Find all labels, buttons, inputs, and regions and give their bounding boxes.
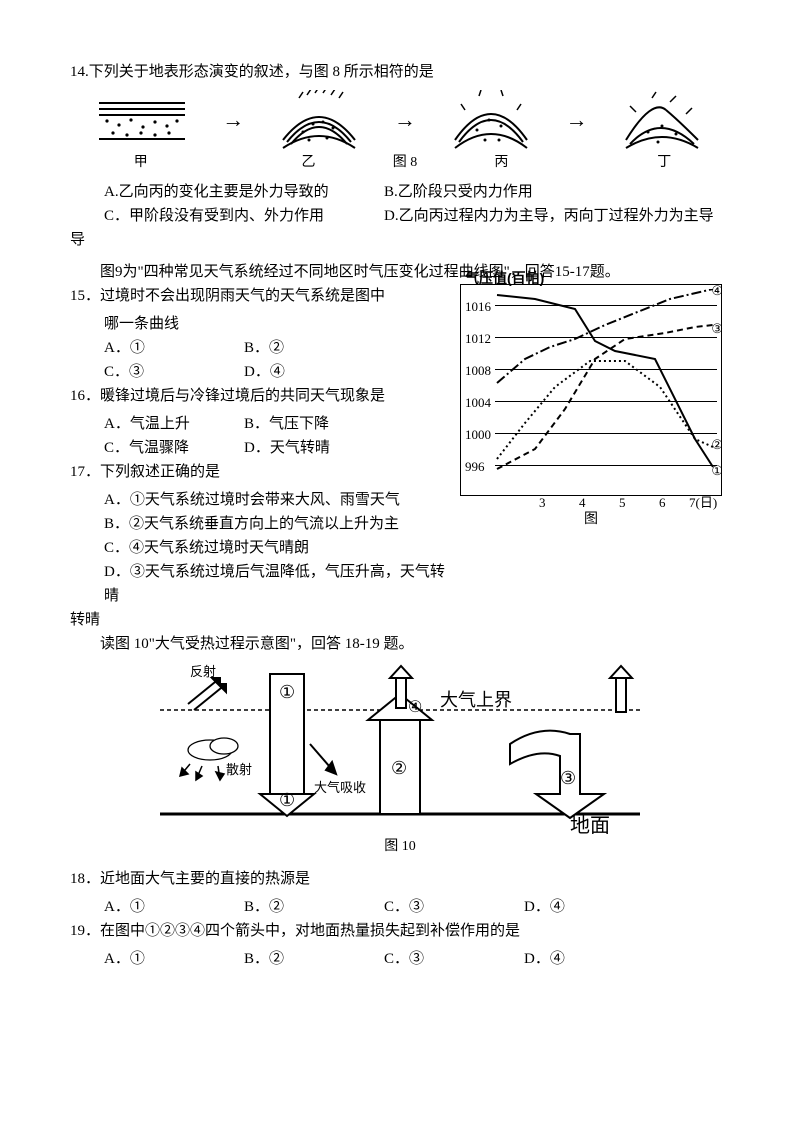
- fig8-ding-icon: [622, 90, 702, 150]
- q18-C: C．③: [384, 895, 524, 919]
- q16-A: A．气温上升: [104, 412, 244, 436]
- q18-D: D．④: [524, 895, 664, 919]
- line-label-3: ③: [711, 319, 723, 340]
- ytick: 1000: [465, 425, 491, 446]
- q19-C: C．③: [384, 947, 524, 971]
- figure-8: → → →: [80, 90, 720, 150]
- chart9-caption: 图: [461, 509, 721, 531]
- q18-B: B．②: [244, 895, 384, 919]
- q15-stem2: 哪一条曲线: [70, 312, 450, 336]
- label-jia: 甲: [96, 152, 186, 174]
- q14-optD-tail: 导: [70, 228, 730, 252]
- chart-9: 气压值(百帕) 1016 1012 1008 1004 1000 996 ④ ③…: [460, 284, 722, 496]
- arrow-icon: →: [394, 102, 416, 137]
- num1-icon: ①: [279, 682, 295, 702]
- q14-optD: D.乙向丙过程内力为主导，丙向丁过程外力为主导: [384, 204, 714, 228]
- chart9-ylabel: 气压值(百帕): [465, 267, 544, 289]
- q17-stem: 17．下列叙述正确的是: [70, 460, 450, 484]
- ytick: 1004: [465, 393, 491, 414]
- q15-stem: 15．过境时不会出现阴雨天气的天气系统是图中: [70, 284, 450, 308]
- chart9-lines-icon: [495, 289, 717, 491]
- intro-9: 图9为"四种常见天气系统经过不同地区时气压变化过程曲线图"，回答15-17题。: [70, 260, 730, 284]
- num3-icon: ③: [560, 768, 576, 788]
- q19-D: D．④: [524, 947, 664, 971]
- num1b-icon: ①: [279, 790, 295, 810]
- q17-D: D．③天气系统过境后气温降低，气压升高，天气转晴: [104, 560, 450, 608]
- ytick: 1016: [465, 297, 491, 318]
- label-reflect: 反射: [190, 664, 216, 679]
- label-yi: 乙: [269, 152, 349, 174]
- q17-B: B．②天气系统垂直方向上的气流以上升为主: [104, 512, 450, 536]
- arrow-icon: →: [222, 102, 244, 137]
- fig8-bing-icon: [451, 90, 531, 150]
- q18-A: A．①: [104, 895, 244, 919]
- label-ground: 地面: [570, 814, 610, 834]
- q14-optC: C．甲阶段没有受到内、外力作用: [104, 204, 384, 228]
- q19-B: B．②: [244, 947, 384, 971]
- label-scatter: 散射: [226, 762, 252, 777]
- ytick: 1012: [465, 329, 491, 350]
- num4-icon: ④: [408, 699, 422, 716]
- q16-D: D．天气转晴: [244, 436, 384, 460]
- q15-A: A．①: [104, 336, 244, 360]
- fig8-labels: 甲 乙 图 8 丙 丁: [80, 152, 720, 174]
- ytick: 996: [465, 457, 485, 478]
- q17-D-tail: 转晴: [70, 608, 730, 632]
- q14-optA: A.乙向丙的变化主要是外力导致的: [104, 180, 384, 204]
- q17-A: A．①天气系统过境时会带来大风、雨雪天气: [104, 488, 450, 512]
- q18-stem: 18．近地面大气主要的直接的热源是: [70, 867, 730, 891]
- q16-C: C．气温骤降: [104, 436, 244, 460]
- arrow-icon: →: [566, 102, 588, 137]
- q19-stem: 19．在图中①②③④四个箭头中，对地面热量损失起到补偿作用的是: [70, 919, 730, 943]
- fig8-jia-icon: [97, 95, 187, 145]
- q14-options: A.乙向丙的变化主要是外力导致的 B.乙阶段只受内力作用 C．甲阶段没有受到内、…: [70, 180, 730, 228]
- label-ding: 丁: [624, 152, 704, 174]
- label-top: 大气上界: [440, 690, 512, 710]
- q16-B: B．气压下降: [244, 412, 384, 436]
- q19-A: A．①: [104, 947, 244, 971]
- fig8-yi-icon: [279, 90, 359, 150]
- line-label-1: ①: [711, 461, 723, 482]
- q14-stem: 14.下列关于地表形态演变的叙述，与图 8 所示相符的是: [70, 60, 730, 84]
- q15-C: C．③: [104, 360, 244, 384]
- q17-C: C．④天气系统过境时天气晴朗: [104, 536, 450, 560]
- label-absorb: 大气吸收: [314, 780, 366, 795]
- figure-10: ① ① 反射 散射 大气吸收 ②: [140, 664, 660, 858]
- q14-optB: B.乙阶段只受内力作用: [384, 180, 533, 204]
- q16-stem: 16．暖锋过境后与冷锋过境后的共同天气现象是: [70, 384, 450, 408]
- fig10-caption: 图 10: [140, 836, 660, 858]
- line-label-4: ④: [711, 281, 723, 302]
- intro-10: 读图 10"大气受热过程示意图"，回答 18-19 题。: [70, 632, 730, 656]
- num2-icon: ②: [391, 758, 407, 778]
- line-label-2: ②: [711, 435, 723, 456]
- q15-B: B．②: [244, 336, 384, 360]
- label-figcap: 图 8: [380, 152, 430, 174]
- label-bing: 丙: [461, 152, 541, 174]
- ytick: 1008: [465, 361, 491, 382]
- q15-D: D．④: [244, 360, 384, 384]
